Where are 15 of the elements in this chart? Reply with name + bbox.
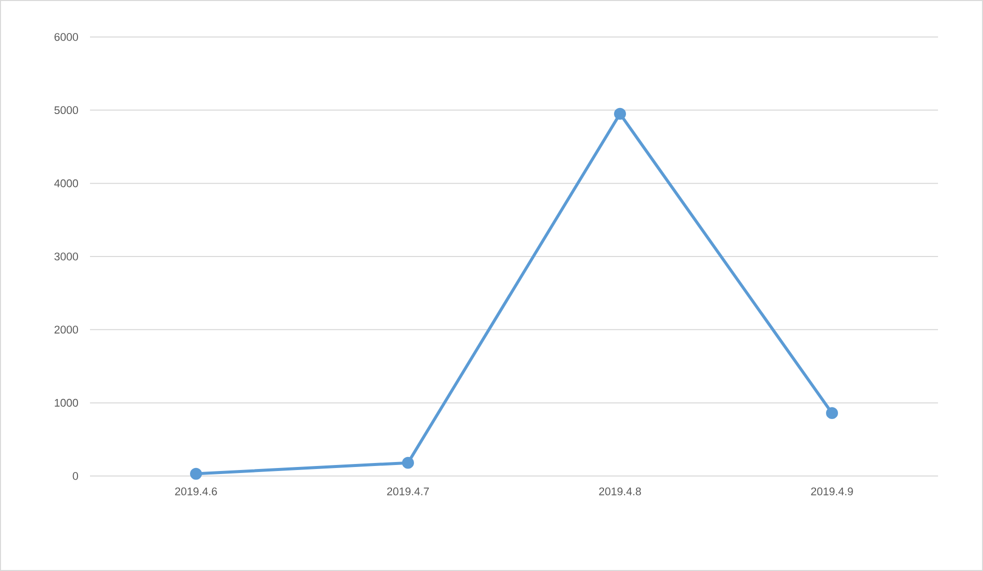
point [826, 407, 838, 420]
point [614, 108, 626, 120]
y-tick-label: 4000 [54, 179, 78, 188]
point [402, 456, 414, 469]
y-tick-label: 5000 [54, 106, 78, 114]
y-tick-label: 0 [72, 472, 78, 480]
x-tick-label: 2019.4.6 [175, 488, 217, 496]
x-tick-label: 2019.4.7 [387, 488, 429, 496]
point [190, 468, 202, 480]
y-tick-label: 3000 [54, 252, 78, 260]
x-tick-label: 2019.4.9 [811, 488, 853, 496]
y-tick-label: 6000 [54, 33, 78, 41]
y-tick-label: 2000 [54, 326, 78, 334]
x-tick-label: 2019.4.8 [599, 488, 641, 496]
y-tick-label: 1000 [54, 398, 78, 407]
